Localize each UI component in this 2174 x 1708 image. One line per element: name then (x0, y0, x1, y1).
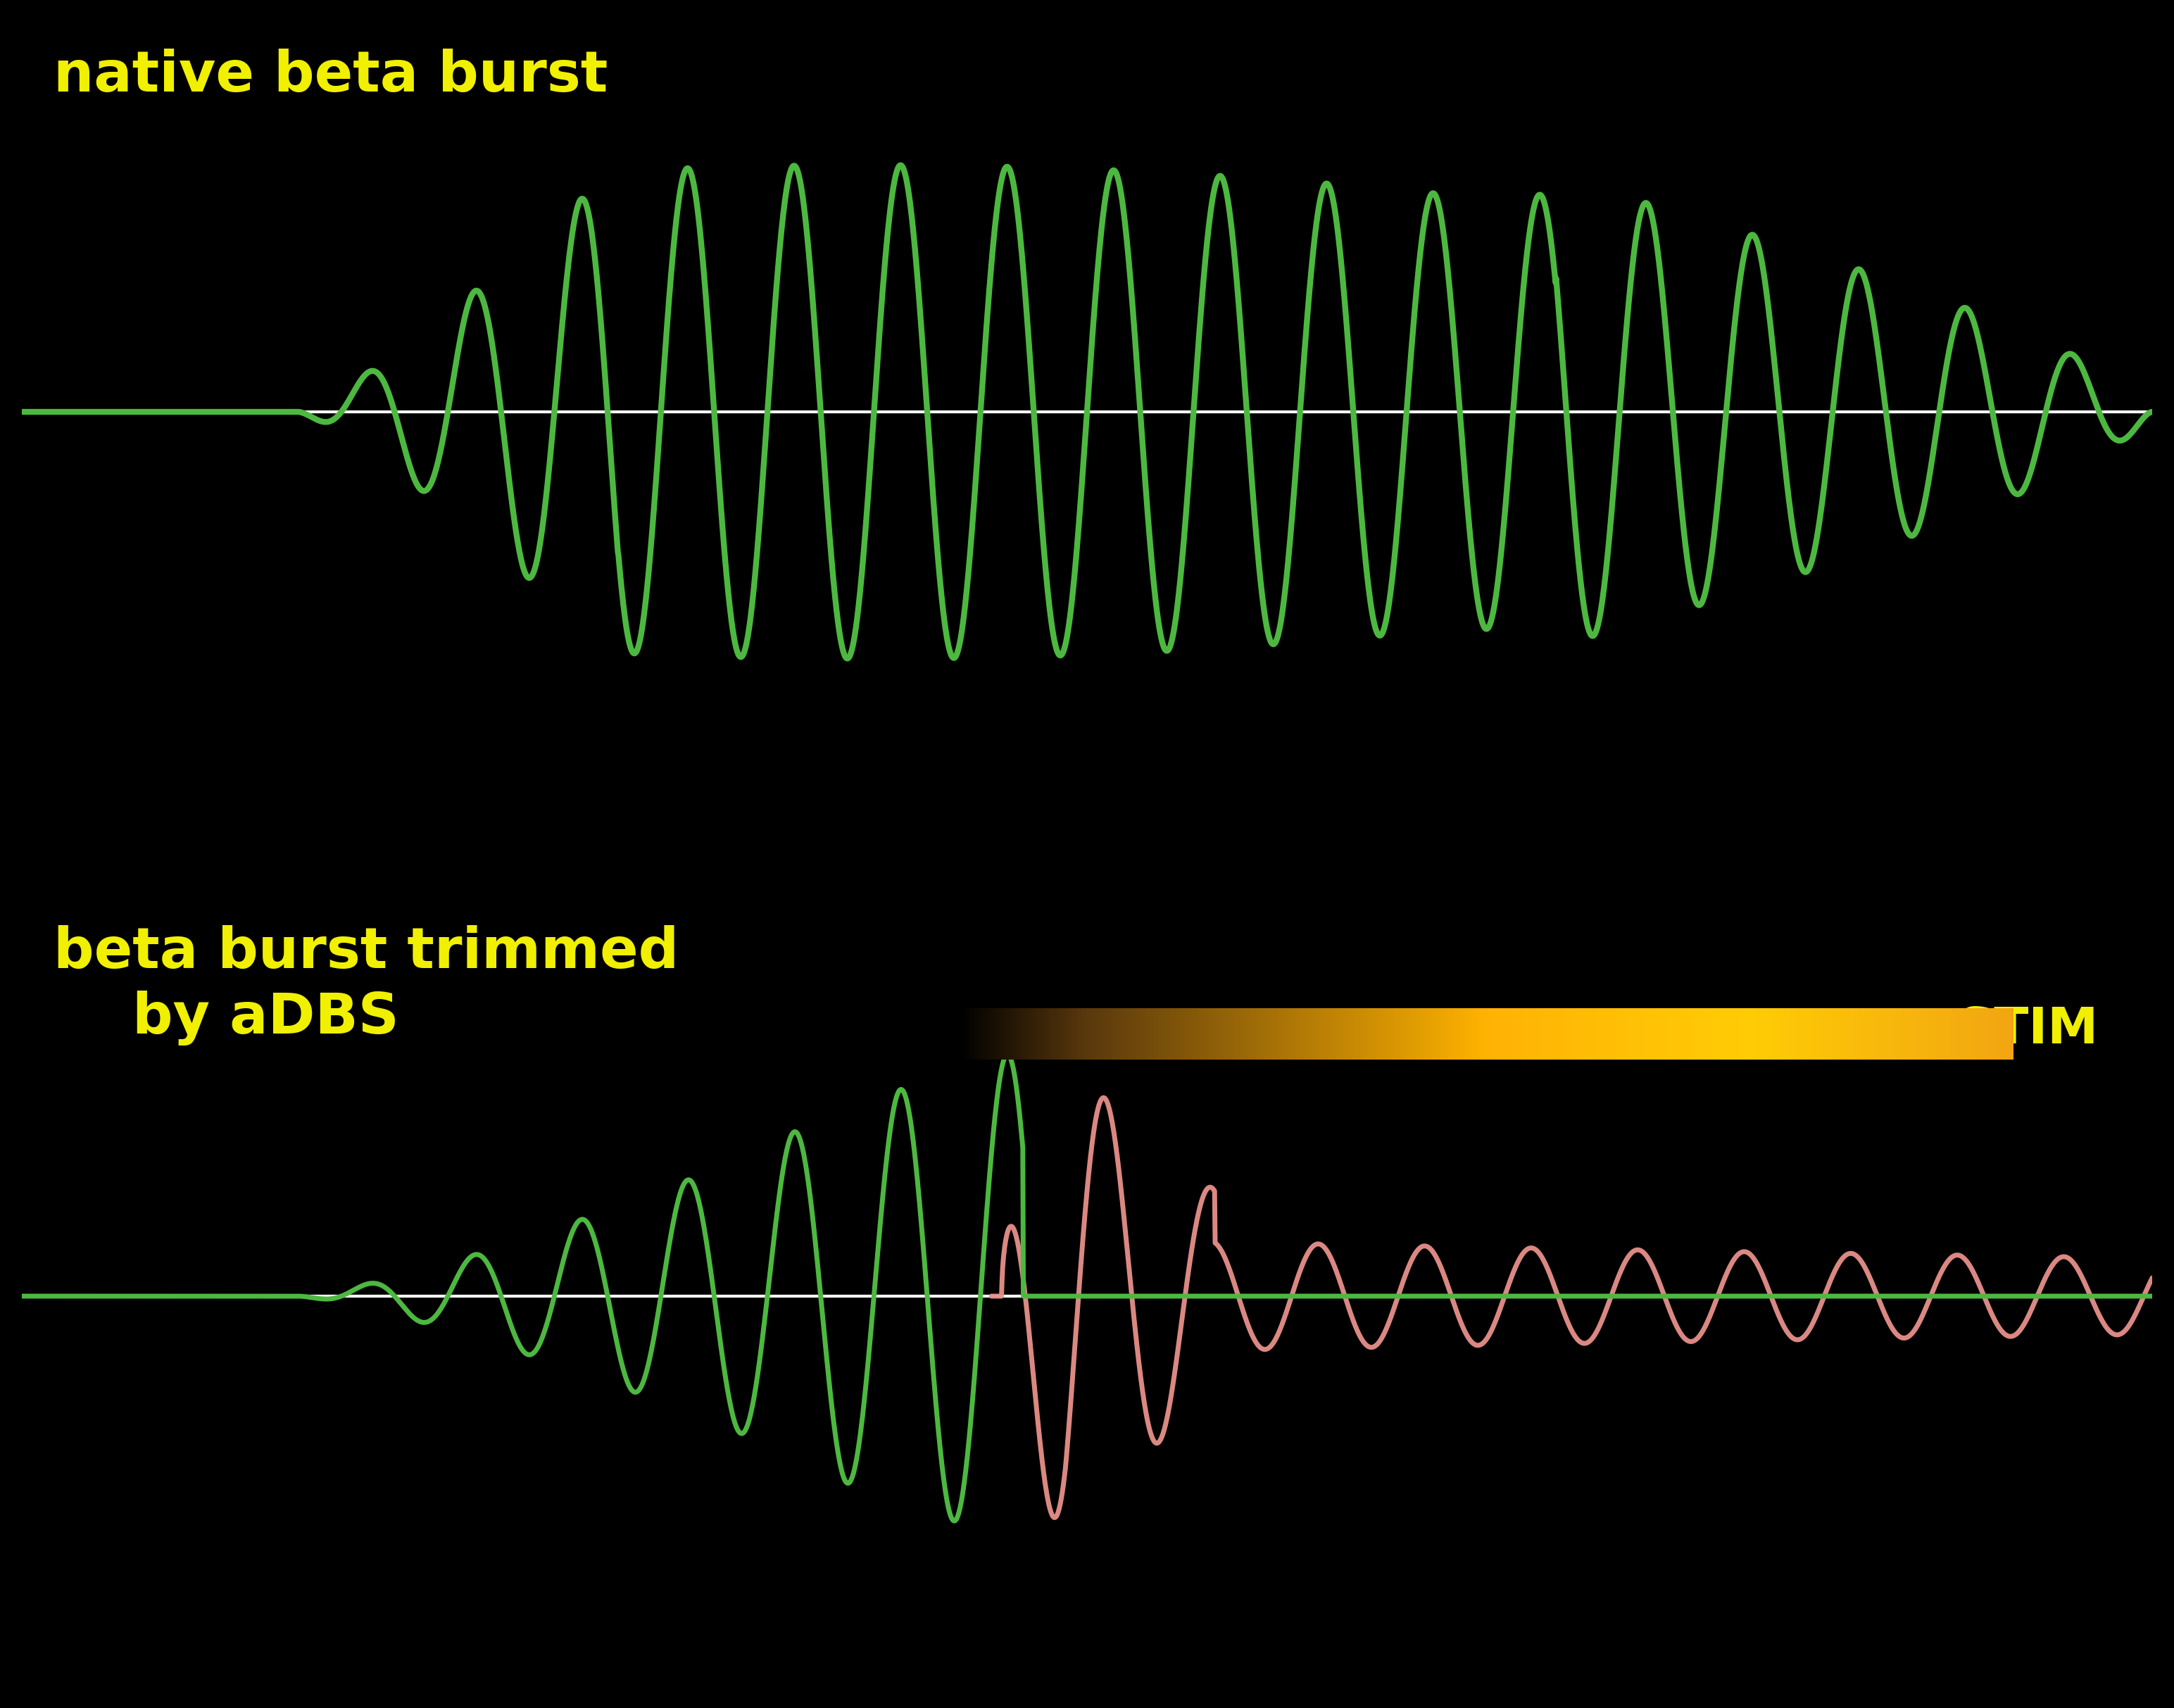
Text: beta burst trimmed
    by aDBS: beta burst trimmed by aDBS (54, 926, 678, 1045)
Text: native beta burst: native beta burst (54, 48, 609, 104)
Text: STIM: STIM (1959, 1006, 2100, 1054)
